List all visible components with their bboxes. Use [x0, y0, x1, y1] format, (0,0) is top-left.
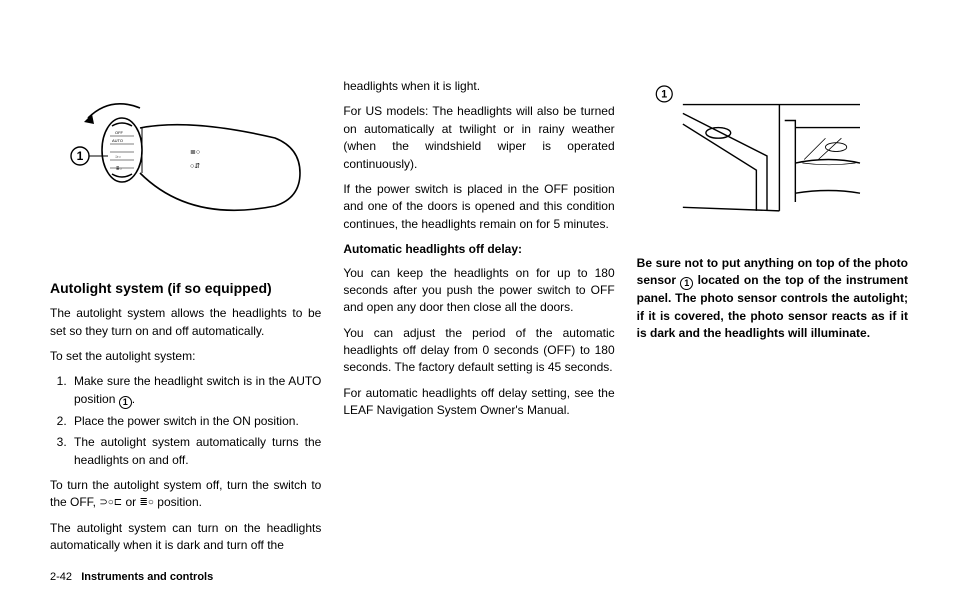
col2-p1: headlights when it is light.	[343, 78, 614, 95]
circled-one-sensor: 1	[680, 277, 693, 290]
autolight-heading: Autolight system (if so equipped)	[50, 279, 321, 297]
sensor-warning: Be sure not to put anything on top of th…	[637, 255, 908, 343]
svg-text:1: 1	[77, 149, 84, 163]
circled-one-inline: 1	[119, 396, 132, 409]
step-1: Make sure the headlight switch is in the…	[70, 373, 321, 408]
col1-p3: To turn the autolight system off, turn t…	[50, 477, 321, 512]
section-title: Instruments and controls	[81, 571, 213, 583]
svg-text:≣○: ≣○	[116, 163, 122, 171]
column-3: 1	[637, 78, 908, 546]
col1-p2: To set the autolight system:	[50, 348, 321, 365]
step-3: The autolight system automatically turns…	[70, 434, 321, 469]
col2-p2: For US models: The headlights will also …	[343, 103, 614, 173]
col2-p5: You can adjust the period of the automat…	[343, 325, 614, 377]
parklight-icon: ⊃○⊏	[99, 496, 122, 511]
sensor-illustration: 1	[637, 78, 897, 233]
column-1: 1 OFF AUTO ⊃○ ≣○ ≣○ ○⇵	[50, 78, 321, 546]
col1-p4: The autolight system can turn on the hea…	[50, 520, 321, 555]
stalk-illustration: 1 OFF AUTO ⊃○ ≣○ ≣○ ○⇵	[50, 78, 310, 253]
svg-text:AUTO: AUTO	[112, 138, 123, 143]
svg-text:⊃○: ⊃○	[115, 154, 121, 159]
page-footer: 2-42 Instruments and controls	[50, 571, 213, 583]
stalk-svg: 1 OFF AUTO ⊃○ ≣○ ≣○ ○⇵	[50, 78, 310, 253]
col2-p6: For automatic headlights off delay setti…	[343, 385, 614, 420]
headlight-icon: ≣○	[140, 496, 154, 511]
svg-text:OFF: OFF	[115, 130, 124, 135]
col2-sub1: Automatic headlights off delay:	[343, 241, 614, 258]
svg-text:≣○: ≣○	[190, 147, 200, 156]
svg-text:○⇵: ○⇵	[190, 163, 200, 170]
content-columns: 1 OFF AUTO ⊃○ ≣○ ≣○ ○⇵	[50, 78, 908, 546]
col2-p4: You can keep the headlights on for up to…	[343, 265, 614, 317]
svg-text:1: 1	[661, 88, 667, 100]
page-number: 2-42	[50, 571, 72, 583]
column-2: headlights when it is light. For US mode…	[343, 78, 614, 546]
step-2: Place the power switch in the ON positio…	[70, 413, 321, 430]
autolight-steps: Make sure the headlight switch is in the…	[50, 373, 321, 469]
sensor-svg: 1	[637, 78, 897, 233]
col2-p3: If the power switch is placed in the OFF…	[343, 181, 614, 233]
col1-p1: The autolight system allows the headligh…	[50, 305, 321, 340]
